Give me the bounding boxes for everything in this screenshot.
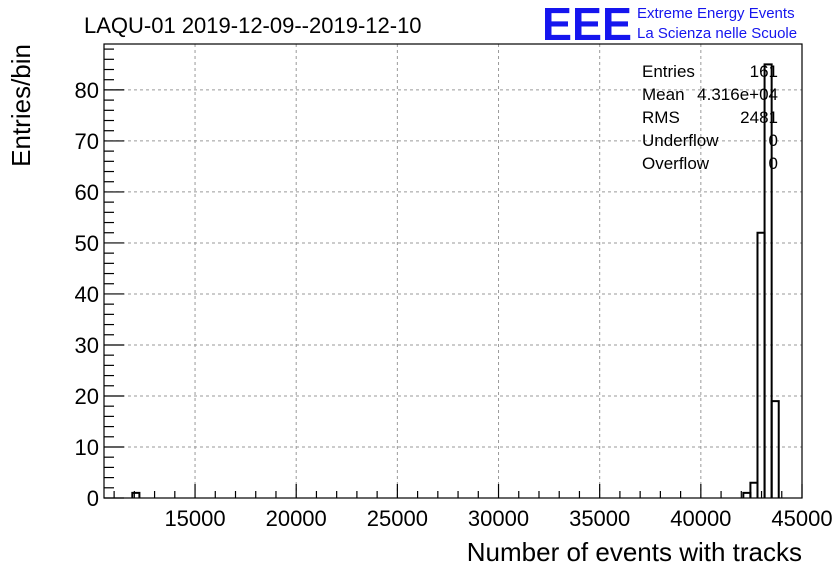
stats-box: Entries 161 Mean 4.316e+04 RMS 2481 Underflow 0…: [642, 62, 778, 173]
x-tick-label: 40000: [670, 506, 731, 531]
histogram-bin: [749, 481, 759, 498]
histogram-bin: [756, 231, 766, 498]
logo-line-1: Extreme Energy Events: [637, 5, 795, 22]
y-axis-label: Entries/bin: [6, 44, 36, 167]
x-tick-label: 20000: [266, 506, 327, 531]
x-axis-label: Number of events with tracks: [467, 537, 802, 567]
x-tick-label: 15000: [164, 506, 225, 531]
y-tick-label: 80: [75, 78, 99, 103]
x-tick-label: 25000: [367, 506, 428, 531]
tick-labels: 15000 20000 25000 30000 35000 40000 45000 0 10 20…: [75, 78, 833, 531]
stats-value: 161: [750, 62, 778, 81]
histogram-bin: [763, 63, 773, 498]
y-tick-label: 0: [87, 486, 99, 511]
plot-frame: [103, 43, 803, 499]
x-tick-label: 45000: [771, 506, 832, 531]
stats-value: 2481: [740, 108, 778, 127]
histogram-bin: [131, 491, 141, 498]
y-tick-label: 70: [75, 129, 99, 154]
stats-value: 0: [769, 154, 778, 173]
stats-value: 0: [769, 131, 778, 150]
x-tick-label: 35000: [569, 506, 630, 531]
logo-line-2: La Scienza nelle Scuole: [637, 25, 797, 42]
y-tick-label: 20: [75, 384, 99, 409]
stats-label: Underflow: [642, 131, 719, 150]
stats-label: Entries: [642, 62, 695, 81]
grid-lines: [104, 44, 802, 498]
y-tick-label: 30: [75, 333, 99, 358]
histogram-bins: [131, 63, 780, 498]
y-tick-label: 40: [75, 282, 99, 307]
histogram-bin: [742, 491, 752, 498]
chart-title: LAQU-01 2019-12-09--2019-12-10: [84, 13, 422, 38]
stats-value: 4.316e+04: [697, 85, 778, 104]
stats-label: Mean: [642, 85, 685, 104]
logo-mark: EEE: [542, 0, 632, 50]
y-tick-label: 60: [75, 180, 99, 205]
x-tick-label: 30000: [468, 506, 529, 531]
eee-logo: EEE Extreme Energy Events La Scienza nel…: [542, 0, 797, 50]
stats-label: Overflow: [642, 154, 710, 173]
axis-ticks: [104, 48, 803, 499]
y-tick-label: 10: [75, 435, 99, 460]
y-tick-label: 50: [75, 231, 99, 256]
stats-label: RMS: [642, 108, 680, 127]
histogram-bin: [770, 400, 780, 498]
